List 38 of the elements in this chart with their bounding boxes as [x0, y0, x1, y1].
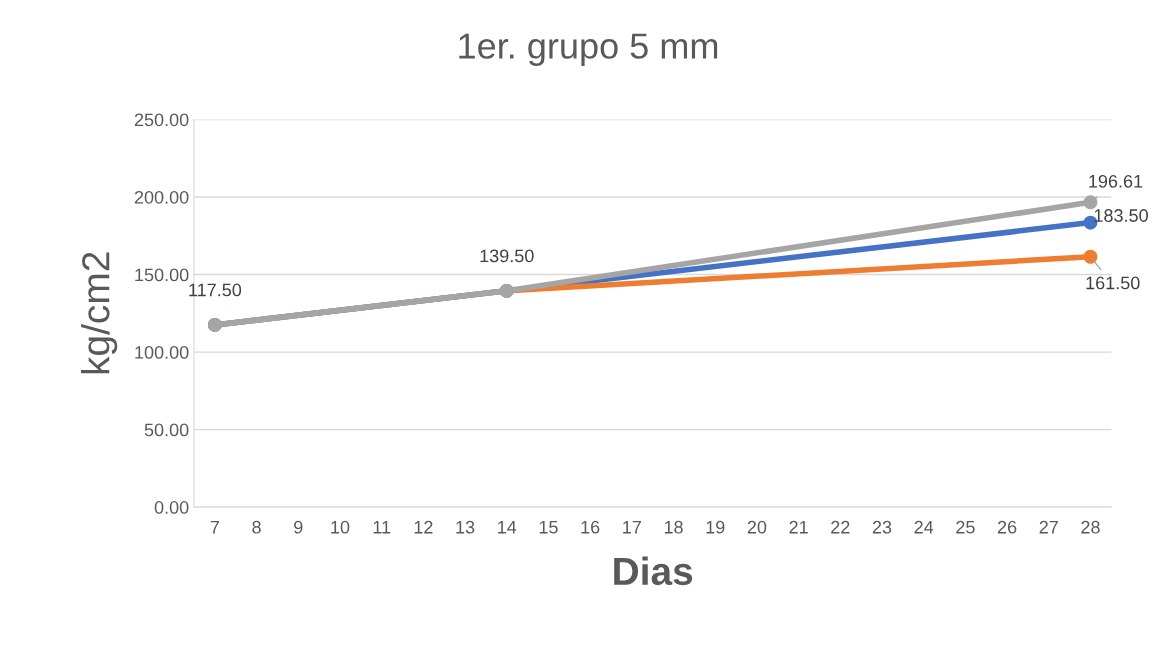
- data-label: 161.50: [1086, 276, 1140, 290]
- data-label: 183.50: [1094, 209, 1148, 222]
- x-tick-label: 14: [498, 520, 517, 534]
- y-tick-label: 0.00: [154, 501, 189, 514]
- x-tick-label: 9: [294, 520, 303, 534]
- y-tick-label: 200.00: [134, 190, 189, 204]
- x-tick-label: 7: [210, 520, 219, 534]
- x-tick-label: 22: [831, 520, 850, 534]
- point: [1083, 249, 1098, 264]
- x-tick-label: 17: [623, 520, 641, 534]
- x-tick-label: 28: [1081, 520, 1100, 534]
- x-tick-label: 18: [664, 520, 683, 534]
- data-label: 196.61: [1089, 174, 1143, 188]
- x-axis-title: Dias: [614, 556, 693, 586]
- x-tick-label: 21: [789, 520, 808, 534]
- x-tick-label: 12: [414, 520, 433, 534]
- data-label: 117.50: [189, 283, 242, 297]
- x-tick-label: 16: [581, 520, 600, 534]
- y-tick-label: 150.00: [135, 268, 189, 282]
- y-tick-label: 50.00: [144, 423, 189, 437]
- x-tick-label: 11: [373, 520, 391, 534]
- y-tick-label: 100.00: [135, 346, 189, 359]
- point: [1083, 195, 1098, 210]
- x-tick-label: 15: [539, 520, 558, 534]
- chart-title: 1er. grupo 5 mm: [459, 33, 718, 66]
- x-tick-label: 20: [747, 520, 767, 534]
- x-tick-label: 19: [706, 520, 725, 534]
- x-tick-label: 8: [252, 520, 261, 534]
- x-tick-label: 10: [331, 520, 350, 534]
- x-tick-label: 27: [1039, 520, 1058, 534]
- x-tick-label: 25: [956, 520, 975, 534]
- y-tick-label: 250.00: [134, 113, 189, 127]
- data-label: 139.50: [480, 249, 534, 263]
- x-tick-label: 26: [997, 520, 1017, 534]
- x-tick-label: 23: [872, 520, 892, 534]
- x-tick-label: 24: [914, 520, 934, 534]
- y-axis-title: kg/cm2: [81, 252, 118, 374]
- x-tick-label: 13: [456, 520, 475, 534]
